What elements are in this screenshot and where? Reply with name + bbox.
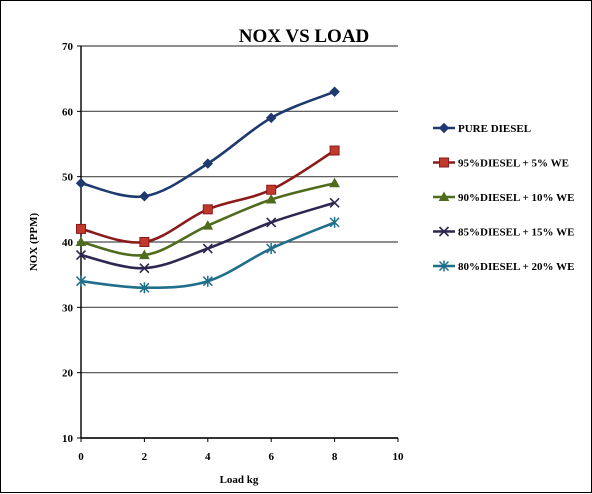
data-point-marker [202,158,214,169]
y-axis-label: NOX (PPM) [28,212,40,271]
legend-marker [438,226,450,237]
series-group [75,216,340,294]
x-tick-label: 8 [332,451,338,463]
data-point-marker [266,217,277,228]
data-point-marker [266,184,277,195]
data-point-marker [139,249,150,260]
series-group [75,86,340,202]
data-point-marker [139,191,150,202]
series-group [75,177,340,260]
data-point-marker [75,236,87,246]
y-tick-label: 40 [62,237,74,249]
data-point-marker [202,275,213,287]
data-point-marker [265,194,277,204]
y-tick-label: 60 [62,106,74,118]
chart-title: NOX VS LOAD [239,26,370,47]
data-point-marker [139,282,150,294]
legend-label: 90%DIESEL + 10% WE [458,192,574,204]
y-tick-label: 70 [62,41,74,53]
data-point-marker [329,177,340,188]
legend-label: 80%DIESEL + 20% WE [458,261,574,273]
data-point-marker [265,112,277,124]
y-tick-label: 50 [62,172,74,184]
x-tick-label: 6 [268,451,274,463]
series-group [76,145,340,247]
legend-entry: 95%DIESEL + 5% WE [433,157,569,170]
x-tick-label: 10 [393,451,405,463]
x-tick-label: 4 [205,451,211,463]
data-point-marker [329,145,340,156]
x-tick-label: 0 [78,451,84,463]
legend-entry: 90%DIESEL + 10% WE [433,191,574,204]
legend-marker [438,191,450,201]
data-point-marker [329,197,340,208]
series-line [80,90,336,199]
legend-marker [438,260,450,272]
legend-label: 95%DIESEL + 5% WE [458,158,569,170]
x-tick-label: 2 [142,451,148,463]
data-point-marker [75,275,87,287]
series-group [75,197,340,274]
data-point-marker [75,177,87,189]
legend-entry: PURE DIESEL [433,122,531,135]
legend-marker [439,157,449,168]
data-point-marker [202,220,214,230]
data-point-marker [139,263,150,274]
legend-marker [438,122,450,134]
legend-entry: 85%DIESEL + 15% WE [433,226,574,239]
y-tick-label: 20 [62,368,74,380]
legend-entry: 80%DIESEL + 20% WE [433,260,574,273]
data-point-marker [202,204,213,215]
x-axis-label: Load kg [220,474,259,486]
legend-label: 85%DIESEL + 15% WE [458,227,574,239]
y-tick-label: 10 [62,433,74,445]
data-point-marker [329,86,340,97]
data-point-marker [139,237,150,247]
data-point-marker [266,243,277,255]
data-point-marker [329,216,340,228]
data-point-marker [75,250,87,261]
data-point-marker [202,243,213,254]
y-tick-label: 30 [62,302,74,314]
data-point-marker [76,223,86,234]
legend-label: PURE DIESEL [458,123,531,135]
